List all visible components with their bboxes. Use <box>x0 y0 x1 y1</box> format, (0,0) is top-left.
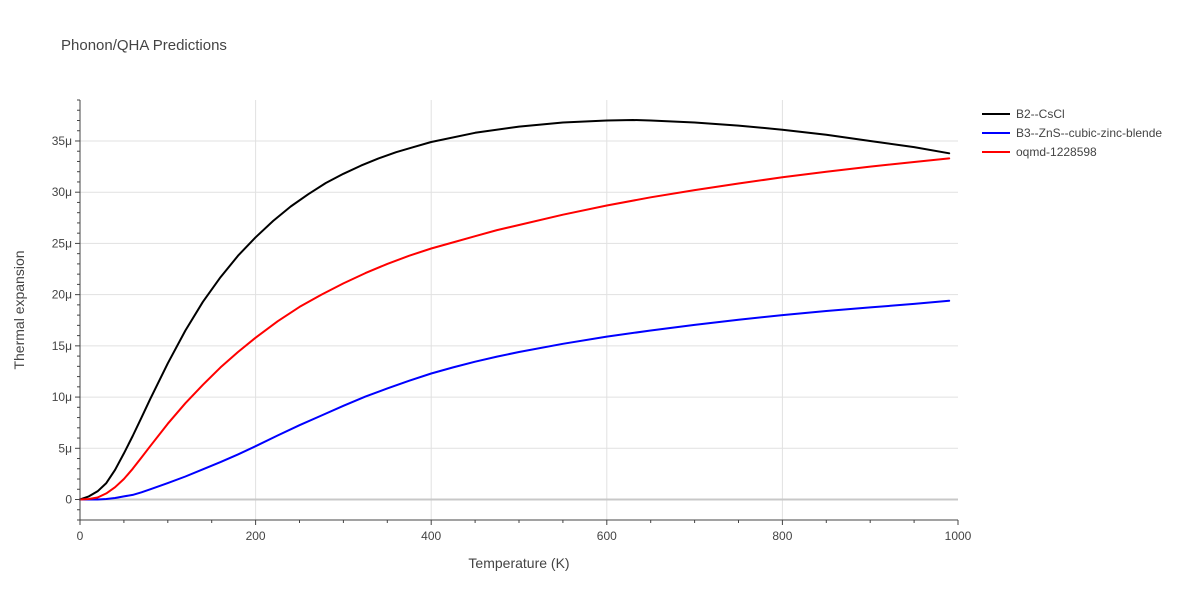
legend-label: B2--CsCl <box>1016 107 1065 121</box>
y-tick-label: 0 <box>65 493 72 507</box>
legend-item-1[interactable]: B2--CsCl <box>982 107 1065 121</box>
grid <box>80 100 958 520</box>
y-tick-label: 5μ <box>58 441 72 455</box>
y-tick-label: 20μ <box>52 288 72 302</box>
x-axis-title: Temperature (K) <box>468 555 569 571</box>
y-axis-title: Thermal expansion <box>11 250 27 369</box>
y-tick-label: 30μ <box>52 185 72 199</box>
y-tick-label: 15μ <box>52 339 72 353</box>
x-tick-label: 800 <box>772 529 792 543</box>
legend-label: oqmd-1228598 <box>1016 145 1097 159</box>
legend[interactable]: B2--CsCl B3--ZnS--cubic-zinc-blende oqmd-1… <box>982 107 1162 159</box>
y-tick-label: 25μ <box>52 236 72 250</box>
y-tick-label: 35μ <box>52 134 72 148</box>
series-line-2 <box>79 299 951 501</box>
series-layer <box>79 119 951 501</box>
x-tick-label: 200 <box>246 529 266 543</box>
legend-label: B3--ZnS--cubic-zinc-blende <box>1016 126 1162 140</box>
x-tick-label: 1000 <box>945 529 972 543</box>
chart-title: Phonon/QHA Predictions <box>61 37 227 54</box>
x-tick-label: 400 <box>421 529 441 543</box>
legend-item-3[interactable]: oqmd-1228598 <box>982 145 1097 159</box>
legend-item-2[interactable]: B3--ZnS--cubic-zinc-blende <box>982 126 1162 140</box>
x-tick-label: 600 <box>597 529 617 543</box>
axes: 0 200 400 600 800 1000 0 5μ 10μ 15μ 20μ 25μ 30μ 35μ <box>52 99 972 543</box>
y-tick-label: 10μ <box>52 390 72 404</box>
series-line-3 <box>79 157 951 501</box>
series-line-1 <box>79 119 951 501</box>
x-tick-label: 0 <box>77 529 84 543</box>
